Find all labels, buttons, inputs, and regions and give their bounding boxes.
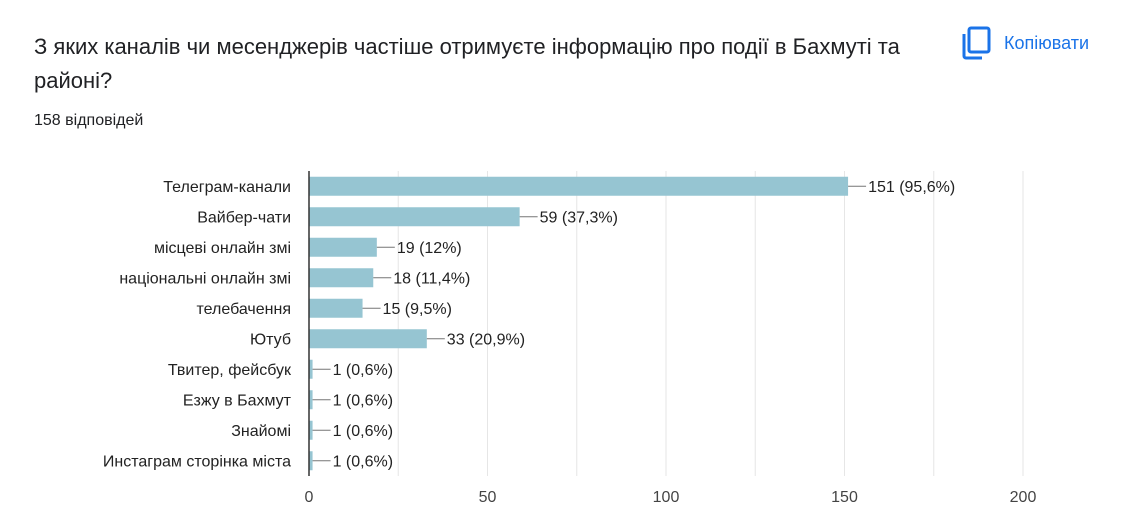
bars <box>309 176 849 471</box>
x-tick-label: 50 <box>479 489 497 506</box>
category-label: телебачення <box>197 301 291 318</box>
copy-button[interactable]: Копіювати <box>952 22 1097 64</box>
bar[interactable] <box>309 237 377 257</box>
response-count: 158 відповідей <box>34 112 144 129</box>
x-tick-label: 150 <box>831 489 858 506</box>
bar[interactable] <box>309 176 849 196</box>
category-label: Телеграм-канали <box>163 179 291 196</box>
bar[interactable] <box>309 329 427 349</box>
data-label: 1 (0,6%) <box>333 392 393 409</box>
category-label: місцеві онлайн змі <box>154 240 291 257</box>
data-label: 1 (0,6%) <box>333 453 393 470</box>
copy-icon <box>960 26 992 60</box>
bar[interactable] <box>309 359 313 379</box>
data-label: 15 (9,5%) <box>383 301 452 318</box>
x-tick-label: 200 <box>1010 489 1037 506</box>
data-label: 33 (20,9%) <box>447 331 525 348</box>
labels: 0 50 100 150 200 Телеграм-канали 151 (95,6%) Ва… <box>103 171 1037 506</box>
data-label: 1 (0,6%) <box>333 362 393 379</box>
bar[interactable] <box>309 390 313 410</box>
x-tick-label: 100 <box>653 489 680 506</box>
bar[interactable] <box>309 420 313 440</box>
copy-button-label: Копіювати <box>1004 32 1090 53</box>
category-label: Инстаграм сторінка міста <box>103 453 291 470</box>
bar[interactable] <box>309 298 363 318</box>
category-label: Знайомі <box>231 423 291 440</box>
category-label: національні онлайн змі <box>119 270 291 287</box>
category-label: Вайбер-чати <box>197 209 291 226</box>
data-label: 1 (0,6%) <box>333 423 393 440</box>
data-label: 59 (37,3%) <box>540 209 618 226</box>
category-label: Ютуб <box>250 331 291 348</box>
data-label: 151 (95,6%) <box>868 179 955 196</box>
data-label: 18 (11,4%) <box>393 270 470 287</box>
category-label: Твитер, фейсбук <box>168 362 292 379</box>
data-label: 19 (12%) <box>397 240 462 257</box>
question-title: З яких каналів чи месенджерів частіше от… <box>34 34 900 93</box>
category-label: Езжу в Бахмут <box>183 392 292 409</box>
bar[interactable] <box>309 268 374 288</box>
bar[interactable] <box>309 207 520 227</box>
x-tick-label: 0 <box>305 489 314 506</box>
bar[interactable] <box>309 451 313 471</box>
